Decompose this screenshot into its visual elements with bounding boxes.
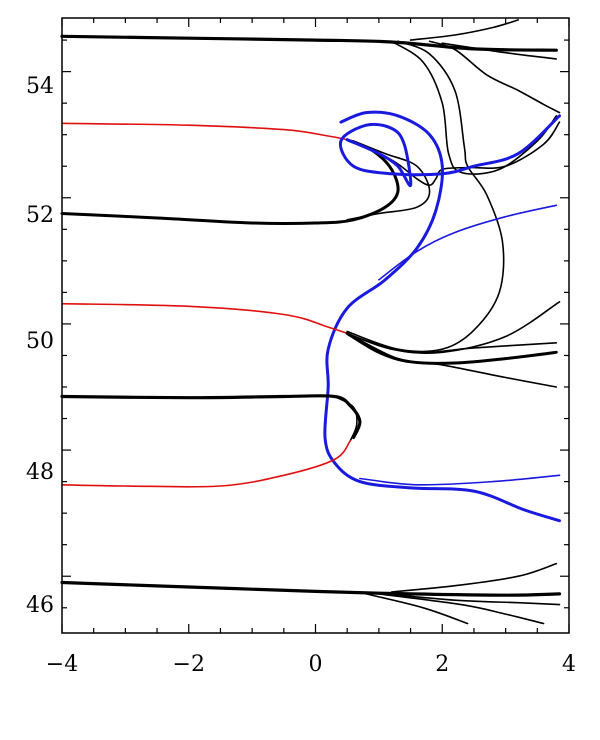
black-curve xyxy=(378,593,545,625)
x-tick-label: 2 xyxy=(435,652,449,677)
plot-frame xyxy=(61,17,570,634)
blue-curve xyxy=(359,474,561,486)
black-curve xyxy=(365,593,469,625)
red-curve xyxy=(61,439,352,488)
y-tick-label: 52 xyxy=(26,203,54,228)
black-curve xyxy=(390,40,558,175)
curve-layer xyxy=(60,19,562,625)
black-curve xyxy=(352,335,558,354)
blue-curve xyxy=(378,204,558,281)
x-tick-label: 0 xyxy=(309,652,323,677)
black-curve xyxy=(346,301,561,354)
black-curve xyxy=(428,40,561,114)
black-curve xyxy=(409,19,520,41)
black-curve xyxy=(390,562,558,593)
black-curve xyxy=(441,42,558,60)
blue-curve xyxy=(338,114,561,188)
x-tick-label: −4 xyxy=(46,652,78,677)
y-tick-label: 48 xyxy=(26,460,54,485)
black-curve xyxy=(346,40,505,353)
blue-curve xyxy=(323,110,561,523)
black-curve xyxy=(60,394,362,440)
black-curve xyxy=(378,592,561,606)
black-curve xyxy=(333,395,358,442)
red-curve xyxy=(61,122,348,141)
black-curve xyxy=(60,580,562,597)
y-tick-label: 46 xyxy=(26,593,54,618)
x-tick-label: 4 xyxy=(562,652,576,677)
red-curve xyxy=(61,302,348,335)
y-tick-label: 54 xyxy=(26,74,54,99)
black-curve xyxy=(346,140,431,221)
x-tick-label: −2 xyxy=(173,652,205,677)
y-tick-label: 50 xyxy=(26,329,54,354)
black-curve xyxy=(352,335,558,388)
